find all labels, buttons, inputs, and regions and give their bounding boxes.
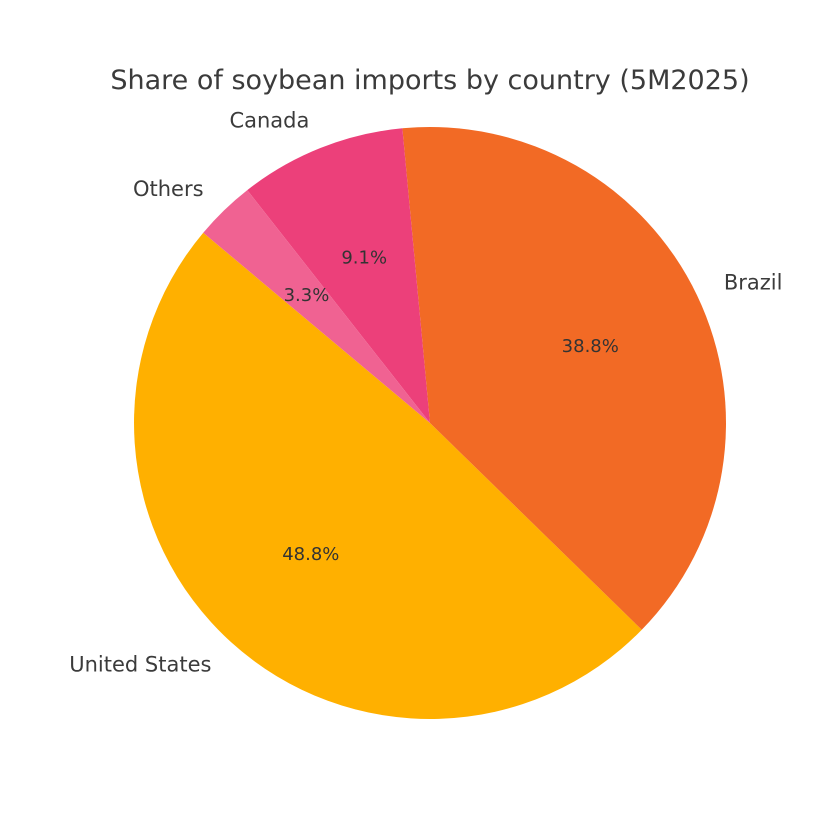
- slice-percent-canada: 9.1%: [341, 248, 387, 269]
- slice-label-united-states: United States: [69, 652, 211, 676]
- pie-slice-brazil: [402, 126, 726, 630]
- pie-labels: United States 48.8% Brazil 38.8% Canada 9.1% O…: [69, 109, 782, 677]
- pie-slice-united-states: [134, 232, 642, 719]
- pie-slices: [134, 126, 726, 719]
- chart-title: Share of soybean imports by country (5M2…: [110, 65, 749, 96]
- pie-slice-others: [203, 190, 430, 423]
- slice-percent-others: 3.3%: [284, 285, 330, 306]
- pie-slice-canada: [247, 128, 430, 424]
- slice-label-canada: Canada: [229, 109, 309, 133]
- slice-label-others: Others: [133, 177, 204, 201]
- slice-percent-united-states: 48.8%: [282, 544, 339, 565]
- slice-percent-brazil: 38.8%: [562, 336, 619, 357]
- slice-label-brazil: Brazil: [724, 271, 783, 295]
